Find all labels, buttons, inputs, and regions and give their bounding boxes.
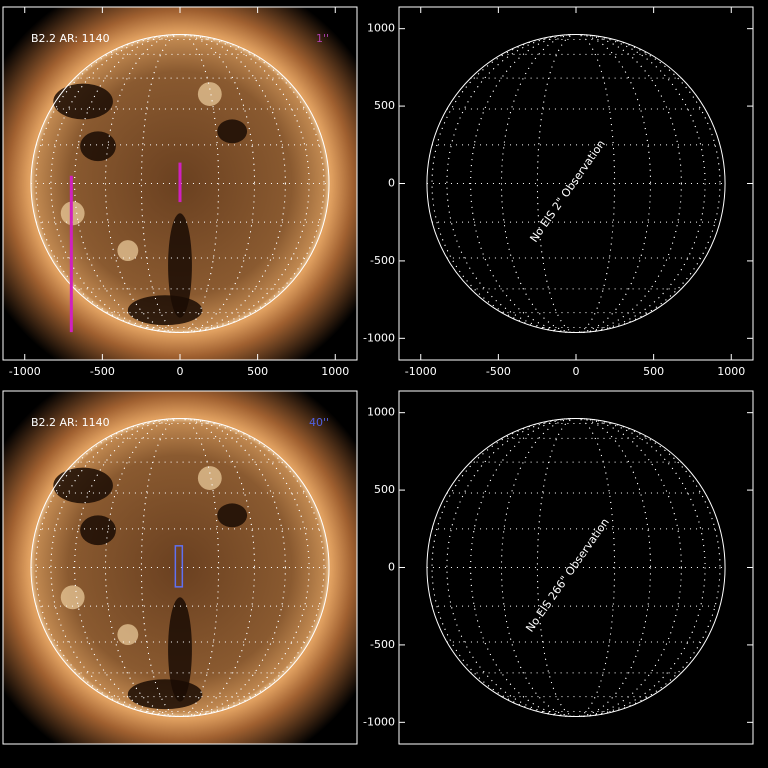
panel: 1000 500 0 -500 -1000 No EIS 266" Observation	[363, 390, 754, 745]
meridian	[50, 417, 310, 718]
limb	[30, 33, 330, 334]
meridian	[50, 33, 310, 334]
x-tick-label: 0	[177, 365, 184, 378]
x-tick-label: -1000	[9, 365, 41, 378]
coronal-hole	[217, 503, 248, 528]
y-tick-label: 0	[388, 177, 395, 190]
y-tick-label: 0	[388, 561, 395, 574]
slit-label: 1''	[316, 32, 329, 45]
limb	[30, 417, 330, 718]
plot-area	[426, 33, 726, 334]
coronal-hole	[80, 131, 116, 162]
slit-label: 40''	[309, 416, 329, 429]
x-tick-label: 1000	[717, 365, 745, 378]
meridian	[536, 417, 616, 718]
coronal-hole	[80, 515, 116, 546]
coronal-hole	[53, 83, 113, 120]
meridian	[470, 33, 682, 334]
coronal-hole	[127, 679, 203, 710]
meridian	[140, 417, 220, 718]
x-tick-label: -500	[90, 365, 115, 378]
y-tick-label: 500	[374, 99, 395, 112]
panel: B2.2 AR: 1140 40''	[2, 390, 358, 745]
y-tick-label: -1000	[363, 331, 395, 344]
coronal-hole	[127, 295, 203, 326]
frame	[2, 390, 358, 745]
x-tick-label: 500	[247, 365, 268, 378]
bright-region	[197, 82, 222, 106]
plot-area	[3, 7, 357, 360]
meridian	[74, 33, 286, 334]
plot-area	[426, 417, 726, 718]
annotation: No EIS 2" Observation	[527, 138, 607, 245]
panel: -1000 -500 0 500 1000 1000 500 0 -500 -1000 No EIS…	[363, 6, 754, 378]
plot-area	[3, 391, 357, 744]
raster-box	[174, 545, 184, 588]
coronal-hole	[168, 213, 192, 318]
limb	[426, 33, 726, 334]
y-tick-label: 1000	[367, 406, 395, 419]
coronal-hole	[168, 597, 192, 702]
limb	[426, 417, 726, 718]
y-tick-label: 500	[374, 483, 395, 496]
y-tick-label: -500	[370, 254, 395, 267]
meridian	[446, 33, 706, 334]
x-tick-label: 500	[643, 365, 664, 378]
y-tick-label: -1000	[363, 715, 395, 728]
x-tick-label: -1000	[405, 365, 437, 378]
x-tick-label: -500	[486, 365, 511, 378]
y-tick-label: 1000	[367, 22, 395, 35]
meridian	[446, 417, 706, 718]
coronal-hole	[53, 467, 113, 504]
y-tick-label: -500	[370, 638, 395, 651]
annotation: No EIS 266" Observation	[523, 516, 611, 635]
bright-region	[60, 585, 85, 610]
x-tick-label: 1000	[321, 365, 349, 378]
bright-region	[117, 240, 139, 262]
meridian	[470, 417, 682, 718]
meridian	[74, 417, 286, 718]
bright-region	[117, 624, 139, 646]
x-tick-label: 0	[573, 365, 580, 378]
panel: -1000 -500 0 500 1000 B2.2 AR: 1140 1''	[2, 6, 358, 378]
panel-label: B2.2 AR: 1140	[31, 416, 110, 429]
bright-region	[197, 466, 222, 490]
meridian	[140, 33, 220, 334]
panel-label: B2.2 AR: 1140	[31, 32, 110, 45]
coronal-hole	[217, 119, 248, 144]
